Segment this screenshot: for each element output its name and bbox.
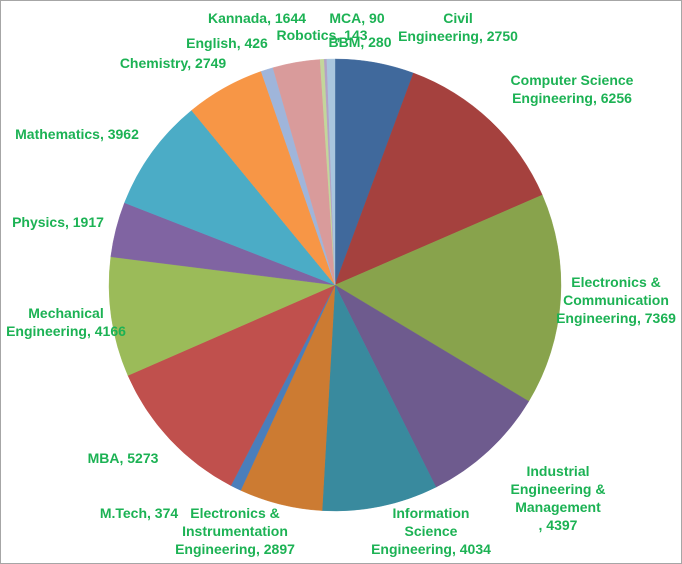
pie-slice-mathematics [124,110,336,286]
pie-slice-bbm [326,58,336,286]
pie-slice-computer-science-engineering [334,72,543,286]
pie-slice-mechanical-engineering [108,256,336,376]
pie-slice-information-science-engineering [321,284,437,512]
pie-slice-mba [127,284,336,486]
pie-slice-electronics-communication-engineering [334,194,562,402]
pie-slice-industrial-engineering-management [334,284,530,488]
